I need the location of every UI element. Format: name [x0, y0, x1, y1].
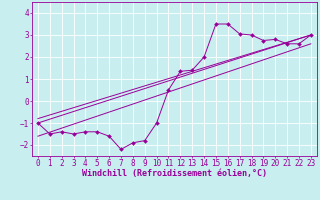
X-axis label: Windchill (Refroidissement éolien,°C): Windchill (Refroidissement éolien,°C) — [82, 169, 267, 178]
